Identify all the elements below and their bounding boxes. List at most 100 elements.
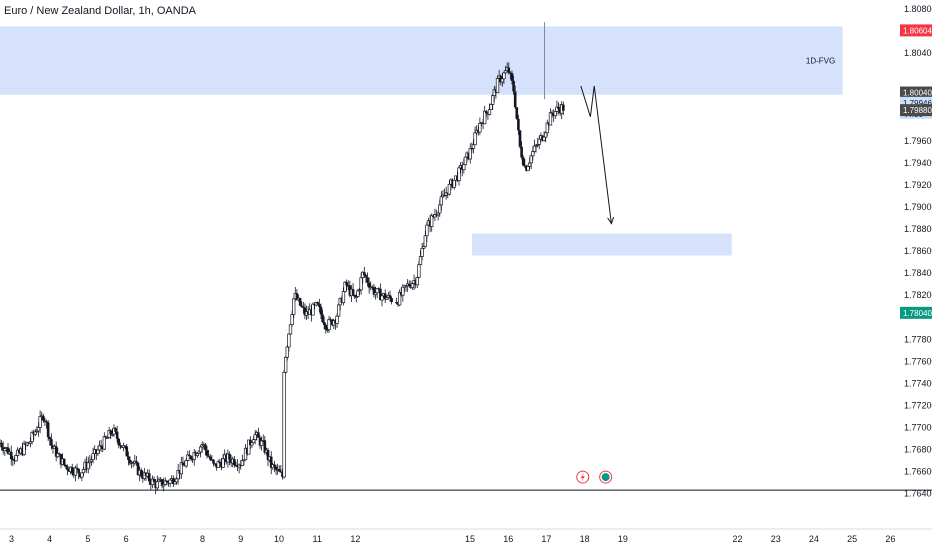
candle: [473, 126, 477, 146]
candle: [279, 464, 283, 473]
zones-layer: 1D-FVG: [0, 26, 843, 256]
candle-body-down: [517, 118, 520, 131]
candle: [383, 289, 387, 303]
candle: [216, 459, 220, 469]
y-tick-label: 1.79400: [904, 158, 932, 168]
candle-body-up: [359, 277, 363, 291]
candle: [139, 467, 143, 479]
candle: [102, 432, 106, 451]
candle-body-down: [484, 111, 488, 114]
candle: [204, 442, 207, 456]
y-tick-label: 1.78200: [904, 290, 932, 300]
candle-body-down: [263, 440, 267, 453]
candle: [210, 454, 214, 461]
candle: [388, 290, 392, 302]
candle-body-down: [298, 298, 302, 306]
y-tick-label: 1.80400: [904, 48, 932, 58]
candle: [147, 469, 151, 486]
candle: [77, 468, 80, 480]
candle-body-up: [415, 277, 419, 286]
candle-body-down: [135, 461, 138, 464]
candle-body-down: [139, 470, 143, 477]
candle-body-up: [335, 315, 339, 324]
candle-body-down: [366, 277, 369, 283]
candle-body-down: [329, 319, 332, 321]
candle: [553, 110, 557, 119]
candle: [58, 452, 61, 455]
candle-body-down: [64, 464, 68, 467]
candle: [319, 303, 323, 319]
candle: [284, 356, 288, 374]
candle-body-down: [518, 130, 522, 147]
x-tick-label: 16: [503, 534, 513, 544]
candle: [99, 439, 103, 452]
candle-body-up: [96, 449, 100, 454]
candle: [48, 436, 52, 446]
candle-body-down: [181, 462, 185, 466]
candle: [181, 456, 185, 466]
candle-body-up: [73, 467, 78, 476]
candle-body-down: [273, 464, 276, 467]
candle: [518, 129, 522, 149]
candle-body-down: [54, 446, 58, 457]
candle: [152, 476, 156, 483]
candle-body-up: [463, 156, 468, 166]
candle: [273, 460, 276, 473]
candle: [332, 318, 336, 330]
candle: [155, 475, 159, 491]
candle-body-down: [395, 301, 398, 304]
candle: [329, 317, 332, 322]
candle: [237, 463, 241, 474]
candle: [66, 464, 69, 476]
candle-body-down: [119, 445, 122, 447]
fvg-zone: [0, 26, 843, 95]
candle-body-down: [379, 288, 382, 301]
candle-body-up: [438, 204, 442, 214]
axis-layer: 1.80800 1.80400 1.79600 1.79400 1.79200 1.790…: [0, 4, 932, 544]
candle: [233, 456, 236, 468]
candle-body-up: [22, 443, 26, 455]
candle-body-down: [11, 459, 15, 461]
candle: [529, 154, 533, 170]
candle-body-up: [179, 462, 184, 475]
candle-body-down: [9, 451, 13, 460]
candle: [521, 155, 525, 167]
candle-body-up: [420, 247, 424, 257]
price-tag-bg: [900, 24, 932, 37]
candle-body-up: [186, 454, 190, 461]
candle: [179, 457, 184, 479]
x-tick-label: 23: [771, 534, 781, 544]
candle-body-down: [521, 157, 525, 166]
candle: [520, 141, 523, 160]
candle: [468, 143, 472, 164]
y-tick-label: 1.79200: [904, 180, 932, 190]
candle-body-up: [380, 295, 384, 301]
price-tag-label: 1.79946: [903, 99, 932, 108]
candle: [205, 446, 209, 459]
candle-body-up: [285, 346, 289, 358]
price-tag-label: 1.79880: [903, 106, 932, 115]
candle-body-up: [495, 78, 500, 94]
y-tick-label: 1.77200: [904, 400, 932, 410]
candle-body-down: [257, 432, 260, 438]
candle: [62, 458, 66, 467]
candle: [56, 447, 60, 459]
candle: [430, 213, 434, 232]
y-tick-label: 1.78600: [904, 246, 932, 256]
candle-body-down: [48, 437, 52, 440]
candle-body-up: [457, 167, 461, 182]
candle-body-down: [160, 479, 164, 486]
candle: [475, 125, 479, 135]
candle-body-down: [172, 478, 175, 484]
candle-body-up: [487, 109, 492, 115]
candle-body-down: [117, 438, 121, 446]
candle-body-up: [168, 479, 172, 484]
candle-body-up: [526, 165, 530, 172]
candle-body-down: [165, 480, 169, 483]
candle: [302, 301, 305, 314]
candle-body-down: [319, 307, 323, 315]
candle-body-down: [302, 306, 305, 308]
candle-body-down: [353, 294, 356, 297]
candle-body-up: [102, 436, 106, 450]
